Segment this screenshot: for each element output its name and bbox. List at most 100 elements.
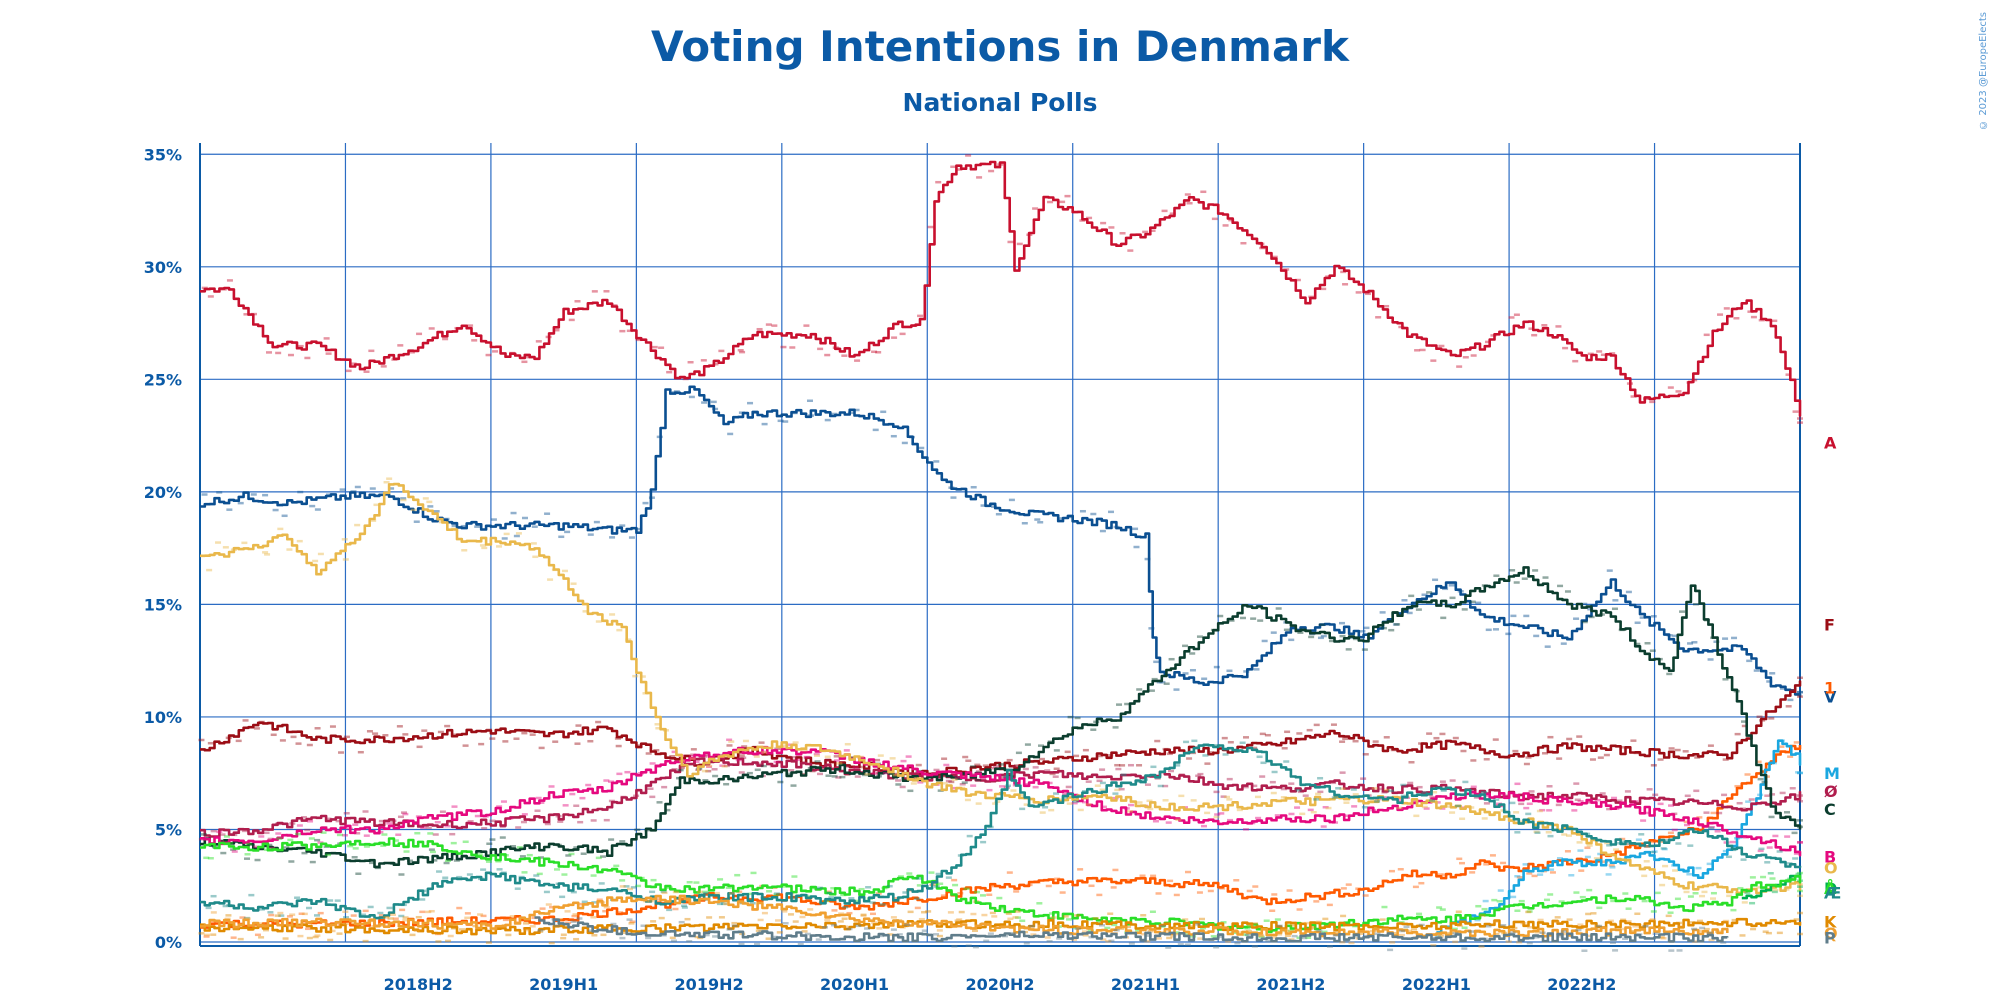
poll-dot xyxy=(235,739,242,743)
poll-dot xyxy=(1204,811,1211,815)
poll-dot xyxy=(625,638,632,641)
poll-dot xyxy=(1406,929,1413,933)
poll-dot xyxy=(1028,924,1035,928)
poll-dot xyxy=(1398,933,1405,937)
poll-dot xyxy=(1140,932,1147,936)
poll-dot xyxy=(797,942,804,946)
poll-dot xyxy=(1380,626,1387,630)
poll-dot xyxy=(479,544,486,547)
poll-dot xyxy=(1421,593,1428,596)
poll-dot xyxy=(1297,631,1304,634)
poll-dot xyxy=(400,497,407,500)
poll-dot xyxy=(1584,846,1591,850)
poll-dot xyxy=(1523,762,1530,766)
poll-dot xyxy=(1099,529,1106,533)
poll-dot xyxy=(1110,886,1117,889)
series-label-Å: Å xyxy=(1824,879,1837,898)
poll-dot xyxy=(1066,802,1073,805)
poll-dot xyxy=(587,929,594,933)
poll-dot xyxy=(1546,785,1553,788)
poll-dot xyxy=(343,735,350,739)
poll-dot xyxy=(1657,758,1664,761)
poll-dot xyxy=(1691,641,1698,644)
y-tick-label: 10% xyxy=(144,708,182,727)
poll-dot xyxy=(1153,660,1160,664)
poll-dot xyxy=(935,180,942,184)
poll-dot xyxy=(1200,926,1207,930)
poll-dot xyxy=(1053,749,1060,752)
poll-dot xyxy=(570,582,577,585)
poll-dot xyxy=(1162,799,1169,802)
poll-dot xyxy=(999,785,1006,788)
poll-dot xyxy=(313,914,320,917)
poll-dot xyxy=(1023,783,1030,786)
series-line-F xyxy=(200,680,1802,777)
poll-dot xyxy=(1513,581,1520,584)
poll-dot xyxy=(1071,801,1078,805)
poll-dot xyxy=(912,777,919,780)
poll-dot xyxy=(378,914,385,917)
poll-dot xyxy=(821,926,828,929)
poll-dot xyxy=(970,765,977,768)
poll-dot xyxy=(703,933,710,937)
poll-dot xyxy=(383,916,390,919)
poll-dot xyxy=(965,154,972,157)
poll-dot xyxy=(619,524,626,527)
poll-dot xyxy=(1470,759,1477,762)
poll-dot xyxy=(386,822,393,825)
poll-dot xyxy=(983,939,990,943)
poll-dot xyxy=(1641,899,1648,903)
poll-dot xyxy=(1746,659,1753,663)
poll-dot xyxy=(1706,862,1713,866)
x-tick-label: 2021H1 xyxy=(1111,975,1180,994)
poll-dot xyxy=(548,941,555,945)
poll-dot xyxy=(1797,421,1803,424)
poll-dot xyxy=(230,936,237,939)
poll-dot xyxy=(1284,934,1291,938)
poll-dot xyxy=(1795,872,1802,876)
poll-dot xyxy=(918,446,925,450)
poll-dot xyxy=(753,755,760,758)
poll-dot xyxy=(710,400,717,404)
poll-dot xyxy=(462,744,469,747)
poll-dot xyxy=(486,842,493,846)
poll-dot xyxy=(1518,820,1525,823)
poll-dot xyxy=(275,351,282,355)
poll-dot xyxy=(1127,249,1134,252)
poll-dot xyxy=(253,727,260,730)
poll-dot xyxy=(306,936,313,940)
poll-dot xyxy=(998,906,1005,910)
poll-dot xyxy=(774,747,781,750)
poll-dot xyxy=(1046,940,1053,943)
poll-dot xyxy=(241,541,248,545)
poll-dot xyxy=(1455,910,1462,913)
poll-dot xyxy=(645,936,652,940)
poll-dot xyxy=(1436,906,1443,909)
poll-dot xyxy=(1066,918,1073,921)
poll-dot xyxy=(1217,935,1224,938)
poll-dot xyxy=(277,911,284,915)
poll-dot xyxy=(516,846,523,849)
poll-dot xyxy=(1127,810,1134,813)
poll-dot xyxy=(1440,789,1447,792)
poll-dot xyxy=(352,847,359,850)
poll-dot xyxy=(906,872,913,875)
poll-dot xyxy=(1597,756,1604,759)
poll-dot xyxy=(1062,792,1069,796)
poll-dot xyxy=(1320,634,1327,638)
poll-dot xyxy=(1362,753,1369,756)
poll-dot xyxy=(761,422,768,426)
poll-dot xyxy=(600,933,607,937)
poll-dot xyxy=(591,934,598,937)
poll-dot xyxy=(1577,923,1584,926)
poll-dot xyxy=(339,488,346,491)
poll-dot xyxy=(1573,617,1580,620)
poll-dot xyxy=(386,906,393,910)
poll-dot xyxy=(841,354,848,357)
poll-dot xyxy=(970,485,977,489)
poll-dot xyxy=(844,742,851,746)
poll-dot xyxy=(1509,801,1516,805)
poll-dot xyxy=(1630,930,1637,933)
poll-dot xyxy=(427,505,434,508)
poll-dot xyxy=(279,739,286,742)
